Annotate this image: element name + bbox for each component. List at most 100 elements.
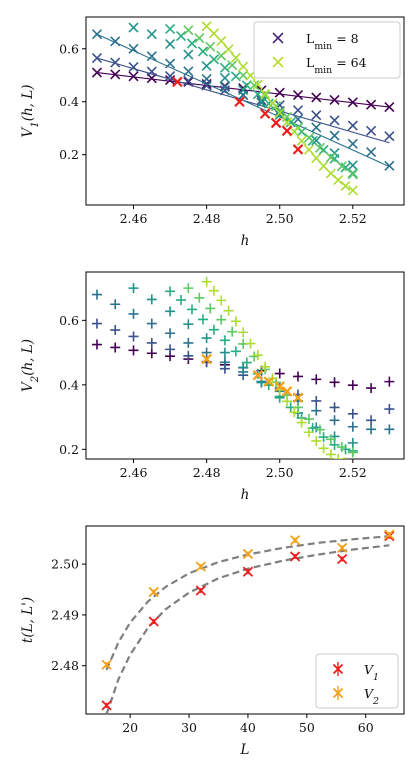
data-point <box>274 368 285 379</box>
data-point <box>281 117 293 128</box>
crossing-point <box>292 144 304 155</box>
data-point <box>340 180 351 192</box>
data-point <box>311 374 322 385</box>
plot-area <box>91 21 395 196</box>
fit-curve-0 <box>105 544 390 715</box>
data-point <box>91 67 103 78</box>
data-point <box>384 376 395 387</box>
crossing-point <box>281 125 293 137</box>
data-point <box>201 333 212 344</box>
series-3 <box>128 283 358 448</box>
data-point <box>201 276 212 287</box>
crossing-point <box>292 392 304 404</box>
data-point <box>146 51 157 62</box>
data-point <box>311 153 322 164</box>
series-4 <box>165 23 358 179</box>
data-point <box>347 447 358 458</box>
data-point <box>110 325 121 336</box>
legend-marker <box>332 687 344 699</box>
fit-curve-1 <box>105 535 390 671</box>
fit-line <box>96 33 390 168</box>
data-point <box>148 586 159 598</box>
data-point <box>260 88 271 99</box>
data-point <box>311 110 322 121</box>
data-point <box>329 439 340 450</box>
data-point <box>128 61 139 73</box>
data-point <box>333 454 344 459</box>
data-point <box>110 299 121 310</box>
data-point <box>293 371 303 382</box>
data-point <box>347 138 358 149</box>
x-tick-label: 2.46 <box>120 465 148 480</box>
data-point <box>384 424 395 435</box>
data-point <box>384 529 395 540</box>
data-point <box>384 404 395 415</box>
data-point <box>208 54 219 65</box>
legend: Lmin = 8 Lmin = 64 <box>253 21 401 79</box>
data-point <box>292 114 304 125</box>
data-point <box>223 44 234 55</box>
data-point <box>219 62 230 73</box>
data-point <box>274 87 285 98</box>
data-point <box>146 348 157 359</box>
x-tick-label: 2.50 <box>266 211 294 226</box>
series-2 <box>91 29 395 171</box>
data-point <box>384 101 395 113</box>
data-point <box>311 92 322 103</box>
data-point <box>303 144 315 155</box>
data-point <box>347 169 358 180</box>
data-point <box>183 283 194 294</box>
data-point <box>146 318 157 329</box>
data-point <box>311 135 322 146</box>
data-point <box>242 566 254 577</box>
legend-marker <box>272 32 284 44</box>
data-point <box>384 131 395 142</box>
data-point <box>337 542 348 553</box>
data-point <box>110 69 121 80</box>
data-point <box>238 327 249 338</box>
data-point <box>223 305 234 316</box>
y-tick-label: 0.4 <box>59 94 79 109</box>
data-point <box>176 295 187 306</box>
data-point <box>252 350 263 361</box>
data-point <box>128 345 139 356</box>
y-tick-label: 2.48 <box>51 658 79 673</box>
data-point <box>263 98 274 109</box>
data-point <box>260 361 271 372</box>
data-point <box>296 417 307 428</box>
data-point <box>165 328 176 339</box>
data-point <box>366 99 377 110</box>
data-point <box>183 75 194 86</box>
data-point <box>101 700 112 711</box>
y-tick-label: 2.50 <box>51 557 79 572</box>
data-point <box>238 89 249 100</box>
data-point <box>194 33 205 44</box>
data-point <box>219 357 230 368</box>
data-point <box>366 125 377 136</box>
series-5 <box>183 283 358 458</box>
series-6 <box>201 21 358 196</box>
data-point <box>91 339 102 350</box>
x-tick-label: 2.52 <box>339 465 367 480</box>
data-point <box>333 175 344 186</box>
data-point <box>101 659 112 670</box>
data-point <box>91 29 103 40</box>
data-point <box>241 80 252 91</box>
x-axis-label: h <box>241 487 250 503</box>
data-point <box>208 324 219 335</box>
data-point <box>183 66 194 77</box>
data-point <box>366 424 377 435</box>
data-point <box>197 46 209 57</box>
data-point <box>274 107 285 118</box>
plot-area <box>91 276 395 459</box>
data-point <box>292 90 304 101</box>
data-point <box>318 432 329 443</box>
series-6 <box>201 276 354 459</box>
data-point <box>325 434 336 445</box>
data-point <box>311 435 322 446</box>
data-point <box>230 316 241 327</box>
data-point <box>165 38 176 50</box>
y-axis-label: t(L, L') <box>20 597 36 643</box>
